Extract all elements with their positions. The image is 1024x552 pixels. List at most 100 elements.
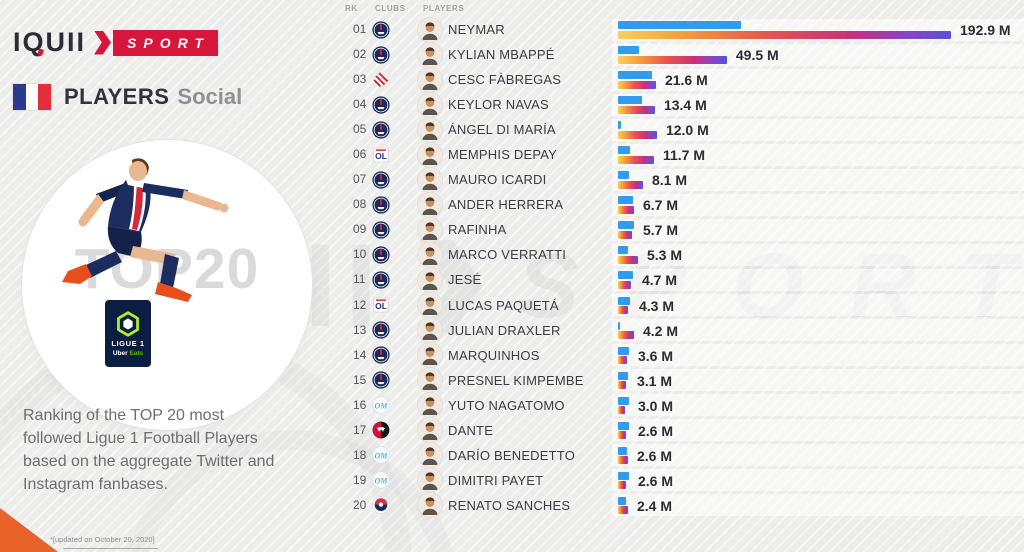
club-logo-psg <box>372 221 390 239</box>
rank-label: 16 <box>353 397 367 412</box>
club-logo-psg <box>372 171 390 189</box>
twitter-bar <box>618 171 629 180</box>
player-name: KEYLOR NAVAS <box>448 97 549 113</box>
club-logo-psg <box>372 346 390 364</box>
row-band <box>612 193 1024 216</box>
twitter-bar <box>618 421 629 430</box>
svg-text:OM: OM <box>375 477 389 486</box>
player-avatar <box>418 418 442 443</box>
instagram-bar <box>618 230 632 239</box>
row-band <box>612 494 1024 517</box>
twitter-bar <box>618 471 629 480</box>
player-name: KYLIAN MBAPPÉ <box>448 47 555 63</box>
svg-text:OM: OM <box>375 402 389 411</box>
club-logo-ol: OL <box>372 296 390 314</box>
player-name: MARCO VERRATTI <box>448 247 567 263</box>
twitter-bar <box>618 71 652 80</box>
player-avatar <box>418 267 442 292</box>
row-band <box>612 344 1024 367</box>
player-name: YUTO NAGATOMO <box>448 397 565 413</box>
player-row: 20 RENATO SANCHES 2.4 M <box>340 493 1024 518</box>
player-avatar <box>418 443 442 468</box>
uber-eats-label: Uber Eats <box>113 350 143 357</box>
sport-wordmark: SPORT <box>113 29 218 56</box>
instagram-bar <box>618 406 625 415</box>
player-row: 06 OL MEMPHIS DEPAY 11.7 M <box>340 142 1024 167</box>
svg-text:OM: OM <box>375 452 389 461</box>
follower-total-label: 192.9 M <box>960 22 1011 38</box>
player-name: JESÉ <box>448 272 482 288</box>
footnote-text: *[updated on October 20, 2020] <box>50 535 155 544</box>
page-header: PLAYERS Social <box>13 84 242 110</box>
follower-total-label: 49.5 M <box>735 47 779 64</box>
player-avatar <box>418 293 442 318</box>
twitter-bar <box>618 121 621 130</box>
row-band <box>612 143 1024 166</box>
twitter-bar <box>618 196 633 205</box>
twitter-bar <box>618 296 630 305</box>
rank-label: 13 <box>353 322 367 337</box>
twitter-bar <box>618 446 627 455</box>
page-title: PLAYERS <box>64 84 170 109</box>
iquii-sport-logo: IQUII SPORT <box>13 27 218 58</box>
column-header-clubs: CLUBS <box>375 4 406 13</box>
rank-label: 20 <box>353 497 367 512</box>
club-logo-psg <box>372 321 390 339</box>
follower-total-label: 3.6 M <box>637 347 673 364</box>
player-name: NEYMAR <box>448 22 505 37</box>
rank-label: 06 <box>353 147 367 162</box>
row-band <box>612 168 1024 191</box>
player-avatar <box>418 42 442 67</box>
follower-total-label: 3.0 M <box>637 397 673 414</box>
player-name: MEMPHIS DEPAY <box>448 147 558 163</box>
player-row: 02 KYLIAN MBAPPÉ 49.5 M <box>340 42 1024 67</box>
player-name: RAFINHA <box>448 222 507 238</box>
svg-text:OL: OL <box>375 151 387 161</box>
twitter-bar <box>618 96 642 105</box>
flag-white-stripe <box>25 84 39 110</box>
follower-total-label: 3.1 M <box>636 372 672 389</box>
flag-red-stripe <box>38 84 52 110</box>
instagram-bar <box>618 481 626 490</box>
player-avatar <box>418 67 442 92</box>
uber-word: Uber <box>112 349 128 357</box>
follower-total-label: 2.4 M <box>636 497 672 514</box>
club-logo-psg <box>372 20 390 39</box>
player-avatar <box>418 493 442 518</box>
follower-total-label: 2.6 M <box>637 472 673 489</box>
follower-total-label: 21.6 M <box>664 72 708 89</box>
ligue1-uber-eats-badge: LIGUE 1 Uber Eats <box>105 300 151 367</box>
player-row: 05 ÁNGEL DI MARÍA 12.0 M <box>340 117 1024 142</box>
instagram-bar <box>618 155 654 164</box>
player-row: 08 ANDER HERRERA 6.7 M <box>340 192 1024 217</box>
club-logo-psg <box>372 45 390 64</box>
rank-label: 14 <box>353 347 367 362</box>
club-logo-om: OM <box>372 396 390 414</box>
player-row: 11 JESÉ 4.7 M <box>340 267 1024 292</box>
player-row: 03 CESC FÀBREGAS 21.6 M <box>340 67 1024 92</box>
instagram-bar <box>618 130 657 139</box>
player-row: 12 OL LUCAS PAQUETÁ 4.3 M <box>340 293 1024 318</box>
page-subtitle: Social <box>177 84 243 109</box>
twitter-bar <box>618 46 639 55</box>
player-avatar <box>418 192 442 217</box>
twitter-bar <box>618 346 629 355</box>
twitter-bar <box>618 21 741 29</box>
twitter-bar <box>618 371 628 380</box>
club-logo-psg <box>372 196 390 214</box>
club-logo-om: OM <box>372 471 390 490</box>
follower-total-label: 2.6 M <box>636 447 672 464</box>
follower-total-label: 4.3 M <box>638 297 674 314</box>
instagram-bar <box>618 30 951 39</box>
rank-label: 11 <box>353 272 366 287</box>
instagram-bar <box>618 205 634 214</box>
player-avatar <box>418 17 442 42</box>
rank-label: 07 <box>353 172 367 187</box>
player-name: DANTE <box>448 422 494 438</box>
follower-total-label: 5.7 M <box>642 222 678 239</box>
player-avatar <box>418 117 442 142</box>
row-band <box>612 369 1024 392</box>
eats-word: Eats <box>129 349 144 357</box>
rank-label: 18 <box>353 447 367 462</box>
twitter-bar <box>618 246 628 255</box>
